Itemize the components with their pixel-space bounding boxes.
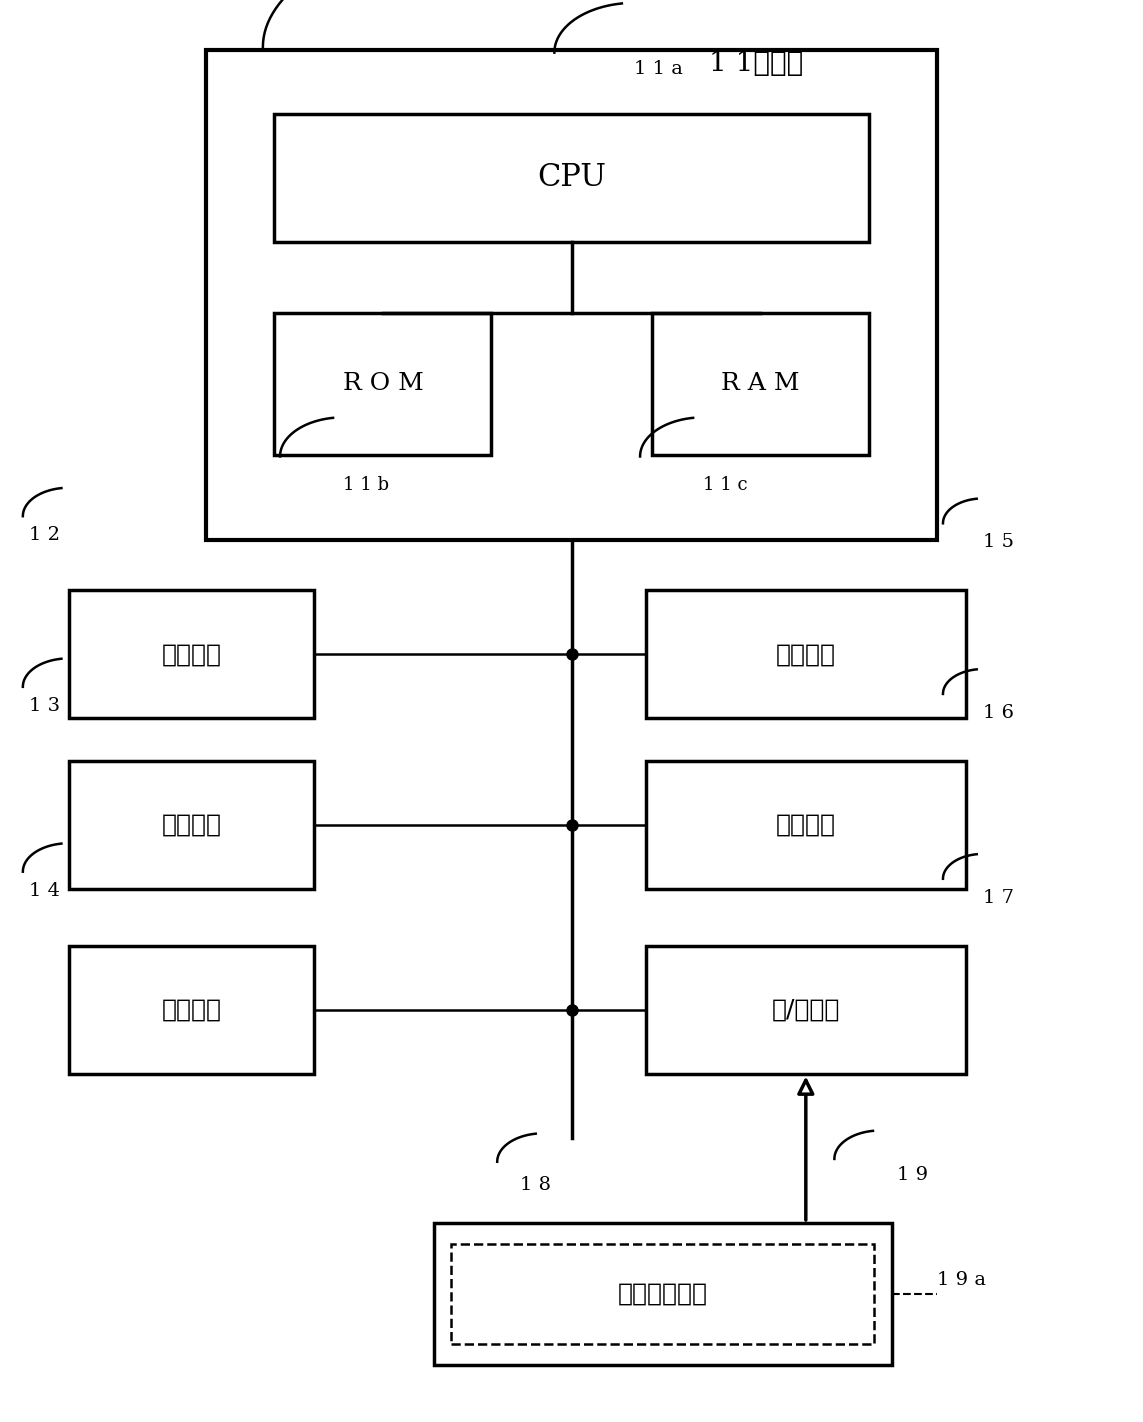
Bar [646,946,966,1074]
Text: 1 1：微机: 1 1：微机 [709,50,802,77]
Text: 1 9: 1 9 [897,1166,928,1185]
Text: R A M: R A M [721,373,799,395]
Text: 1 4: 1 4 [29,882,59,900]
Text: 1 1 c: 1 1 c [703,476,748,495]
Text: 1 3: 1 3 [29,697,59,715]
Bar [69,946,314,1074]
Text: 打印装置: 打印装置 [161,998,222,1021]
Text: 1 1 a: 1 1 a [634,60,684,78]
Text: 1 2: 1 2 [29,526,59,545]
Text: 1 7: 1 7 [983,889,1014,907]
Text: R O M: R O M [343,373,423,395]
Bar [451,1244,874,1344]
Text: 存储装置: 存储装置 [776,643,836,665]
Bar [434,1223,892,1365]
Bar [206,50,937,540]
Text: 显示装置: 显示装置 [161,813,222,836]
Bar [69,590,314,718]
Text: 1 6: 1 6 [983,704,1014,722]
Bar [274,114,869,242]
Text: 通信接口: 通信接口 [776,813,836,836]
Text: 1 1 b: 1 1 b [343,476,389,495]
Text: 1 9 a: 1 9 a [937,1271,986,1288]
Text: 1 8: 1 8 [520,1176,551,1194]
Text: CPU: CPU [537,162,606,193]
Bar [646,761,966,889]
Bar [646,590,966,718]
Text: 读/写装置: 读/写装置 [772,998,840,1021]
Bar [274,313,491,455]
Bar [69,761,314,889]
Text: 1 5: 1 5 [983,533,1014,552]
Text: 输入装置: 输入装置 [161,643,222,665]
Bar [652,313,869,455]
Text: 移位预测程序: 移位预测程序 [618,1283,708,1305]
